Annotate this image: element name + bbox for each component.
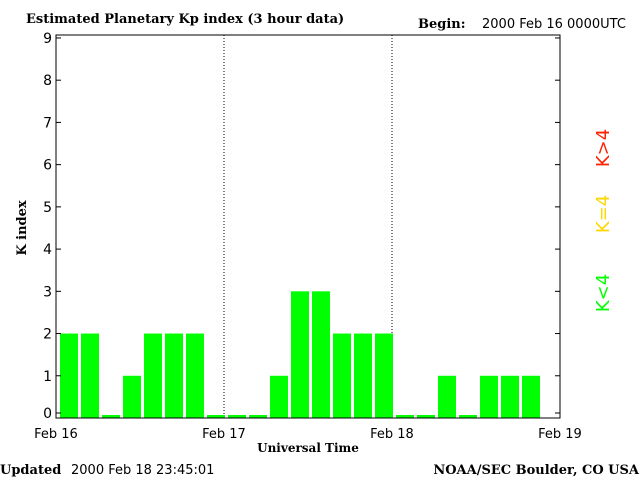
source-credit: NOAA/SEC Boulder, CO USA xyxy=(433,463,640,478)
kp-bar xyxy=(144,333,162,418)
kp-bar xyxy=(270,375,288,418)
y-tick-label: 3 xyxy=(43,284,52,300)
kp-bar xyxy=(375,333,393,418)
kp-bar xyxy=(438,375,456,418)
legend-low: K<4 xyxy=(593,274,614,312)
updated-label: Updated xyxy=(0,463,61,478)
kp-bar xyxy=(81,333,99,418)
kp-bar xyxy=(459,415,477,418)
kp-bar xyxy=(207,415,225,418)
kp-bar xyxy=(249,415,267,418)
x-tick-label: Feb 18 xyxy=(370,427,414,442)
kp-bar xyxy=(186,333,204,418)
y-axis-label: K index xyxy=(15,200,30,256)
kp-bar xyxy=(480,375,498,418)
begin-value: 2000 Feb 16 0000UTC xyxy=(482,17,626,32)
kp-bar xyxy=(312,291,330,418)
legend-equal: K=4 xyxy=(593,195,614,233)
chart-title: Estimated Planetary Kp index (3 hour dat… xyxy=(26,12,344,27)
kp-bar xyxy=(165,333,183,418)
y-tick-label: 8 xyxy=(43,73,52,89)
plot-area: 0 1 2 3 4 5 6 7 8 9 Feb 16 Feb 17 Feb 18 Feb 19 xyxy=(34,31,582,442)
kp-bar xyxy=(396,415,414,418)
plot-frame xyxy=(55,34,561,419)
kp-bar xyxy=(123,375,141,418)
y-tick-label: 5 xyxy=(43,200,52,216)
kp-bar xyxy=(60,333,78,418)
y-tick-label: 6 xyxy=(43,158,52,174)
legend-high: K>4 xyxy=(593,129,614,167)
kp-bar xyxy=(291,291,309,418)
begin-label: Begin: xyxy=(418,17,466,32)
y-tick-label: 7 xyxy=(43,115,52,131)
updated-value: 2000 Feb 18 23:45:01 xyxy=(71,463,214,478)
kp-bar xyxy=(333,333,351,418)
y-tick-label: 2 xyxy=(43,327,52,343)
kp-bar xyxy=(501,375,519,418)
x-axis-label: Universal Time xyxy=(257,441,359,455)
kp-bar xyxy=(102,415,120,418)
x-tick-label: Feb 17 xyxy=(202,427,246,442)
y-tick-label: 1 xyxy=(43,369,52,385)
kp-bar xyxy=(522,375,540,418)
y-tick-label: 0 xyxy=(43,406,52,422)
y-tick-label: 4 xyxy=(43,242,52,258)
kp-bar xyxy=(228,415,246,418)
x-tick-label: Feb 19 xyxy=(538,427,582,442)
kp-bar xyxy=(354,333,372,418)
kp-bar xyxy=(417,415,435,418)
x-tick-label: Feb 16 xyxy=(34,427,78,442)
y-tick-label: 9 xyxy=(43,31,52,47)
